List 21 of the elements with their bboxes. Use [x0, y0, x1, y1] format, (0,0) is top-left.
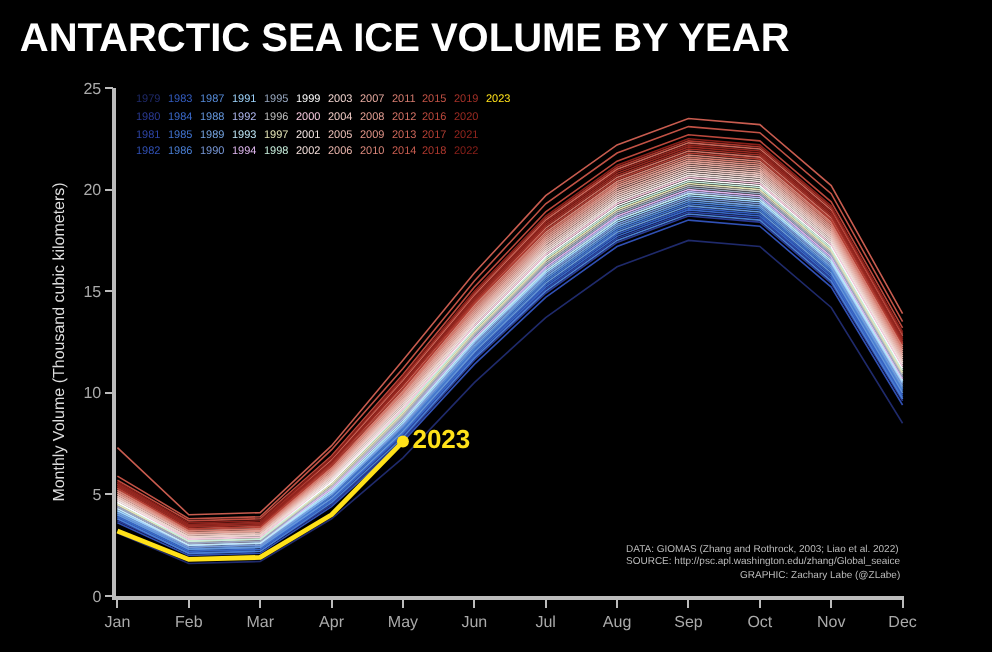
x-tick-label: Oct	[747, 612, 774, 631]
x-tick-label: Feb	[175, 612, 204, 631]
y-tick-label: 5	[92, 486, 103, 504]
x-tick-label: Apr	[319, 612, 345, 631]
x-tick-label: Nov	[816, 612, 846, 631]
x-tick-label: Dec	[888, 612, 917, 631]
x-tick-label: Jun	[461, 612, 488, 631]
x-tick-label: Jan	[104, 612, 131, 631]
y-tick-label: 15	[83, 282, 103, 301]
y-tick-label: 25	[83, 79, 103, 98]
x-tick-label: Jul	[535, 612, 557, 631]
chart-title: ANTARCTIC SEA ICE VOLUME BY YEAR	[19, 16, 791, 61]
y-tick-label: 0	[92, 587, 103, 606]
y-axis-title: Monthly Volume (Thousand cubic kilometers)	[49, 181, 68, 502]
x-tick-label: Mar	[246, 612, 275, 631]
y-tick-label: 10	[83, 384, 103, 403]
x-tick-label: May	[387, 612, 419, 631]
series-label: 2023	[412, 424, 471, 455]
x-tick-label: Aug	[602, 612, 632, 631]
y-tick-label: 20	[83, 181, 103, 200]
x-tick-label: Sep	[674, 612, 704, 631]
